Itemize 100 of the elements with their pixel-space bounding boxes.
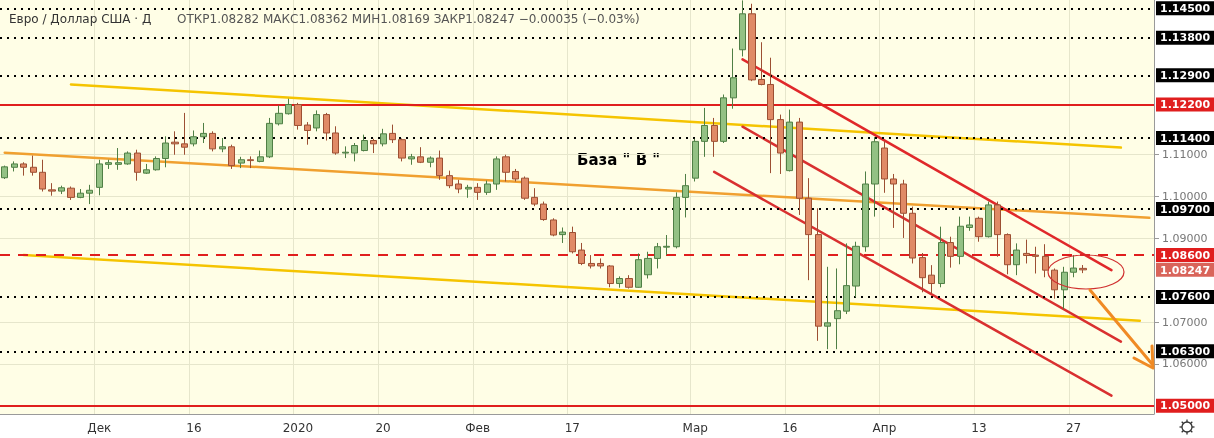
x-tick-label: 2020 (282, 421, 314, 435)
candlestick (1032, 246, 1039, 274)
candlestick (1004, 232, 1011, 275)
candlestick (58, 185, 65, 195)
candlestick (1070, 254, 1077, 278)
ref-line-label: 1.12900 (1160, 68, 1211, 82)
candlestick (919, 252, 926, 293)
ref-line-label: 1.13800 (1160, 31, 1211, 45)
candlestick (342, 145, 349, 159)
candlestick (304, 121, 311, 146)
candlestick (834, 267, 841, 350)
ref-line-label: 1.06300 (1160, 344, 1211, 358)
y-tick-label: 1.06000 (1162, 357, 1208, 371)
candlestick (389, 124, 396, 144)
candlestick (1, 165, 8, 180)
candlestick (909, 206, 916, 264)
candlestick (682, 173, 689, 218)
candlestick (115, 147, 122, 171)
x-tick-label: Дек (87, 421, 112, 435)
candlestick (512, 168, 519, 182)
candlestick (1013, 242, 1020, 276)
candlestick (900, 179, 907, 239)
text: 1.08247 (1160, 263, 1211, 277)
candlestick (843, 242, 850, 315)
y-tick-label: 1.11000 (1162, 148, 1208, 162)
candlestick (493, 155, 500, 191)
candlestick (654, 242, 661, 269)
candlestick (616, 275, 623, 289)
candlestick (588, 254, 595, 269)
candlestick (711, 117, 718, 158)
x-tick-label: 20 (375, 421, 391, 435)
candlestick (484, 180, 491, 196)
candlestick (607, 264, 614, 288)
candlestick (436, 150, 443, 181)
candlestick (975, 216, 983, 243)
candlestick (11, 160, 18, 172)
candlestick (143, 163, 150, 175)
candlestick (1023, 239, 1030, 264)
candlestick (767, 57, 774, 174)
candlestick (644, 251, 652, 280)
ref-line-label: 1.12200 (1160, 98, 1211, 112)
ref-line-label: 1.05000 (1160, 399, 1211, 413)
candlestick (332, 125, 339, 156)
candlestick (947, 236, 954, 269)
candlestick (313, 109, 320, 132)
candlestick (153, 155, 160, 172)
candlestick (966, 216, 973, 232)
candlestick (673, 191, 680, 249)
candlestick (30, 155, 37, 177)
candlestick (162, 135, 169, 168)
candlestick (1079, 264, 1087, 274)
x-tick-label: 13 (971, 421, 987, 435)
candlestick (427, 155, 434, 168)
candlestick (266, 117, 273, 159)
candlestick (294, 102, 302, 131)
candlestick (635, 252, 642, 289)
candlestick (777, 114, 784, 175)
candlestick (692, 138, 699, 182)
candlestick (351, 142, 358, 162)
ref-line-label: 1.09700 (1160, 202, 1211, 216)
y-tick-label: 1.07000 (1162, 315, 1208, 329)
candlestick (323, 112, 330, 142)
candlestick (455, 179, 462, 194)
candlestick (957, 216, 964, 265)
text: ОТКР1.08282 МАКС1.08362 МИН1.08169 ЗАКР1.08247 −0.00035 (−0.03%) (177, 12, 640, 26)
x-tick-label: Апр (872, 421, 897, 435)
x-tick-label: Фев (465, 421, 491, 435)
candlestick (238, 156, 245, 169)
candlestick (171, 130, 179, 156)
candlestick (370, 138, 377, 154)
x-tick-label: 17 (564, 421, 580, 435)
candlestick (86, 184, 93, 205)
candlestick (928, 264, 935, 295)
x-tick-label: 16 (186, 421, 202, 435)
candlestick (730, 48, 737, 110)
candlestick (20, 161, 27, 177)
x-tick-label: Мар (682, 421, 708, 435)
candlestick (881, 140, 888, 194)
candlestick (938, 226, 945, 288)
candlestick (569, 226, 576, 254)
candlestick (361, 134, 368, 152)
candlestick (124, 150, 131, 166)
candlestick (219, 137, 226, 153)
candlestick (578, 242, 585, 266)
candlestick (247, 155, 254, 169)
candlestick (502, 154, 510, 182)
candlestick (474, 182, 481, 201)
y-tick-label: 1.10000 (1162, 190, 1208, 204)
candlestick (1061, 266, 1068, 310)
ref-line-label: 1.14500 (1160, 1, 1211, 15)
candlestick (134, 149, 141, 182)
candlestick (531, 187, 538, 207)
candlestick (105, 159, 112, 170)
candlestick (181, 112, 188, 156)
candlestick (663, 234, 670, 256)
candlestick (398, 137, 406, 162)
candlestick (1042, 243, 1049, 278)
candlestick (200, 122, 207, 144)
candlestick (739, 0, 746, 57)
candlestick (209, 130, 216, 152)
